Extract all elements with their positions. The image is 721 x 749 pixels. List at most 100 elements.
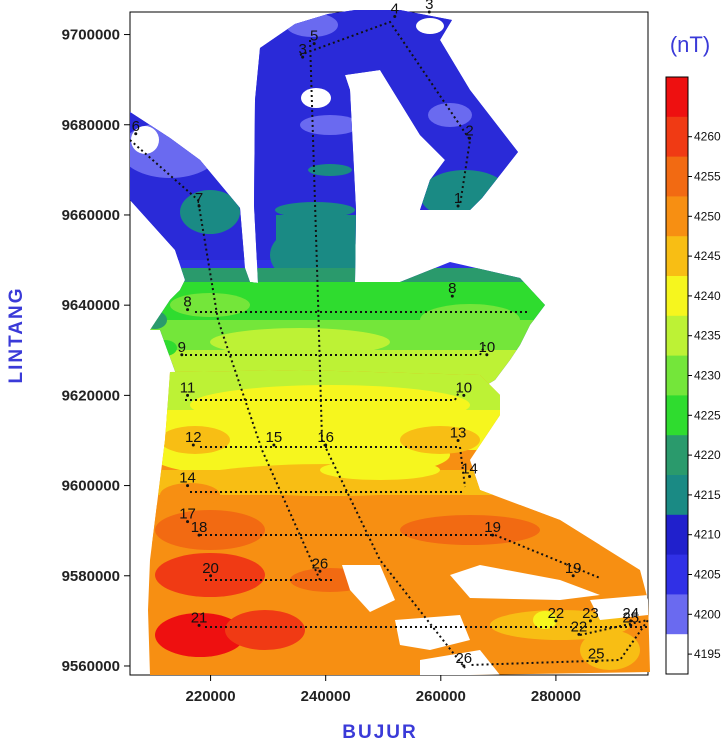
color-scale-label: 42000 xyxy=(694,607,721,621)
station-label: 16 xyxy=(317,429,334,446)
color-scale-swatch xyxy=(666,395,688,436)
y-tick-label: 9640000 xyxy=(62,297,120,314)
station-point xyxy=(456,438,460,442)
track-line xyxy=(200,534,601,579)
station-point xyxy=(301,55,305,59)
color-scale-label: 42550 xyxy=(694,170,721,184)
color-scale-label: 42300 xyxy=(694,369,721,383)
color-scale-label: 42050 xyxy=(694,568,721,582)
color-scale-bar: 41950 42000 42050 42100 42150 42200 42250 42300… xyxy=(665,76,721,675)
station-label: 23 xyxy=(582,605,599,622)
y-axis-title: LINTANG xyxy=(6,286,27,383)
station-label: 19 xyxy=(484,519,501,536)
station-point xyxy=(197,204,201,208)
x-tick-label: 240000 xyxy=(301,688,351,705)
station-label: 8 xyxy=(448,280,456,297)
y-tick-label: 9700000 xyxy=(62,27,120,44)
color-scale-label: 42450 xyxy=(694,249,721,263)
station-label: 14 xyxy=(461,461,478,478)
y-axis: 9700000 9680000 9660000 9640000 9620000 96000… xyxy=(62,27,130,675)
track-line xyxy=(185,344,486,356)
station-point xyxy=(209,574,213,578)
station-point xyxy=(186,308,190,312)
color-scale-swatch xyxy=(666,634,688,675)
station-label: 25 xyxy=(622,609,639,626)
track-line xyxy=(129,139,321,581)
station-label: 3 xyxy=(425,0,433,13)
track-line xyxy=(200,446,466,488)
station-label: 18 xyxy=(191,519,208,536)
station-label: 1 xyxy=(454,190,462,207)
station-label: 2 xyxy=(465,122,473,139)
x-axis: 220000 240000 260000 280000 xyxy=(186,675,581,705)
station-point xyxy=(318,569,322,573)
station-label: 22 xyxy=(548,605,565,622)
station-label: 3 xyxy=(298,41,306,58)
color-scale-swatch xyxy=(666,554,688,595)
station-point xyxy=(134,132,138,136)
station-label: 7 xyxy=(195,190,203,207)
y-tick-label: 9680000 xyxy=(62,117,120,134)
station-point xyxy=(594,659,598,663)
station-label: 12 xyxy=(185,429,202,446)
color-scale-label: 42100 xyxy=(694,528,721,542)
station-point xyxy=(629,619,633,623)
station-point xyxy=(186,393,190,397)
track-line xyxy=(185,389,461,401)
survey-tracks xyxy=(129,20,651,669)
station-label: 15 xyxy=(266,429,283,446)
station-point xyxy=(427,10,431,14)
station-label: 26 xyxy=(312,555,329,572)
y-tick-label: 9620000 xyxy=(62,387,120,404)
station-label: 22 xyxy=(571,618,588,635)
color-scale-swatch xyxy=(666,514,688,556)
color-scale-swatch xyxy=(666,77,688,118)
y-tick-label: 9560000 xyxy=(62,658,120,675)
color-scale-label: 42400 xyxy=(694,289,721,303)
y-tick-label: 9660000 xyxy=(62,207,120,224)
station-point xyxy=(588,619,592,623)
color-scale-label: 42600 xyxy=(694,130,721,144)
station-label: 21 xyxy=(191,609,208,626)
station-point xyxy=(324,443,328,447)
color-scale-label: 42250 xyxy=(694,408,721,422)
station-label: 10 xyxy=(455,379,472,396)
station-point xyxy=(462,664,466,668)
color-scale-swatch xyxy=(666,196,688,237)
x-tick-label: 260000 xyxy=(416,688,466,705)
station-label: 20 xyxy=(202,560,219,577)
station-point xyxy=(197,623,201,627)
station-label: 4 xyxy=(391,1,399,18)
station-point xyxy=(468,475,472,479)
station-point xyxy=(450,294,454,298)
station-point xyxy=(180,353,184,357)
station-point xyxy=(393,15,397,19)
station-point xyxy=(186,520,190,524)
station-point xyxy=(554,619,558,623)
color-scale-label: 42150 xyxy=(694,488,721,502)
station-point xyxy=(197,533,201,537)
station-label: 19 xyxy=(565,560,582,577)
y-tick-label: 9580000 xyxy=(62,568,120,585)
station-point xyxy=(485,353,489,357)
station-point xyxy=(577,632,581,636)
station-label: 17 xyxy=(179,506,196,523)
color-scale-swatch xyxy=(666,475,688,516)
station-label: 6 xyxy=(132,118,140,135)
station-point xyxy=(491,533,495,537)
x-axis-title: BUJUR xyxy=(342,722,417,743)
color-scale-swatch xyxy=(666,355,688,396)
station-label: 9 xyxy=(178,339,186,356)
color-scale-swatch xyxy=(666,276,688,317)
color-scale-label: 42200 xyxy=(694,448,721,462)
color-scale-label: 42500 xyxy=(694,209,721,223)
station-point xyxy=(312,42,316,46)
station-label: 5 xyxy=(310,28,318,45)
x-tick-label: 280000 xyxy=(531,688,581,705)
color-scale-swatch xyxy=(666,315,688,357)
track-line xyxy=(299,20,472,206)
station-point xyxy=(186,484,190,488)
station-point xyxy=(456,204,460,208)
station-label: 10 xyxy=(479,339,496,356)
